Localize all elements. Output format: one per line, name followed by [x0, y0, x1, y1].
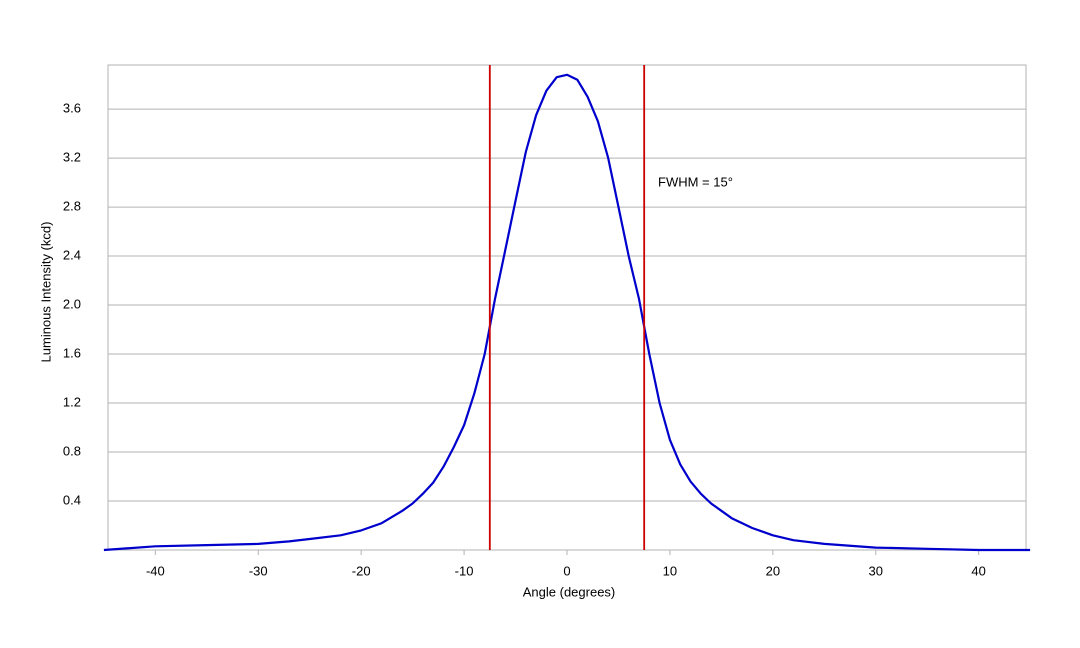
x-tick-label: -40	[146, 563, 165, 578]
y-tick-label: 1.2	[63, 394, 81, 409]
y-tick-label: 2.4	[63, 247, 81, 262]
annotation: FWHM = 15°	[658, 174, 733, 189]
x-tick-label: -10	[455, 563, 474, 578]
x-tick-label: 0	[563, 563, 570, 578]
x-tick-label: -20	[352, 563, 371, 578]
y-tick-label: 2.0	[63, 296, 81, 311]
y-axis-label: Luminous Intensity (kcd)	[38, 222, 53, 363]
y-tick-label: 3.2	[63, 150, 81, 165]
x-tick-label: 20	[766, 563, 780, 578]
x-tick-label: -30	[249, 563, 268, 578]
x-tick-label: 30	[869, 563, 883, 578]
x-tick-label: 40	[971, 563, 985, 578]
y-tick-label: 0.8	[63, 443, 81, 458]
y-tick-label: 1.6	[63, 345, 81, 360]
y-tick-label: 0.4	[63, 492, 81, 507]
plot-frame	[107, 64, 1027, 551]
x-axis-label: Angle (degrees)	[523, 584, 616, 599]
data-line	[103, 73, 1031, 552]
y-tick-label: 3.6	[63, 101, 81, 116]
x-tick-label: 10	[663, 563, 677, 578]
y-tick-label: 2.8	[63, 199, 81, 214]
